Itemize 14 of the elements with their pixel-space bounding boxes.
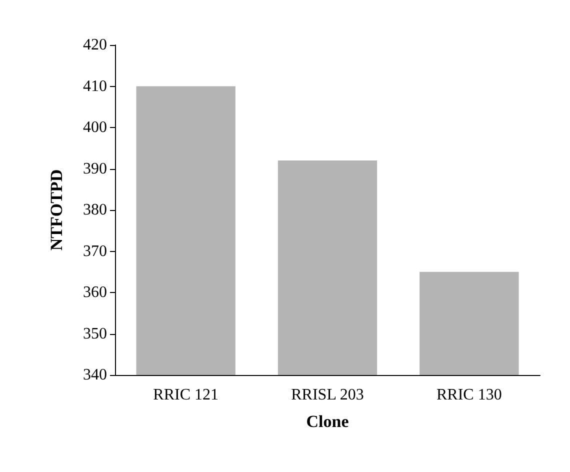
y-tick-label: 340	[83, 366, 107, 384]
y-tick-label: 400	[83, 119, 107, 136]
x-tick-label: RRISL 203	[291, 386, 364, 404]
x-tick-label: RRIC 121	[153, 386, 219, 404]
y-tick-label: 420	[83, 36, 107, 54]
y-tick-label: 360	[83, 284, 107, 301]
y-tick-label: 390	[83, 160, 107, 178]
y-tick-label: 370	[83, 242, 107, 260]
y-tick-label: 350	[83, 325, 107, 342]
y-axis-title: NTFOTPD	[47, 169, 66, 251]
y-tick-label: 410	[83, 78, 107, 95]
x-axis-title: Clone	[306, 412, 350, 431]
x-tick-label: RRIC 130	[436, 386, 502, 404]
y-tick-label: 380	[83, 202, 107, 218]
